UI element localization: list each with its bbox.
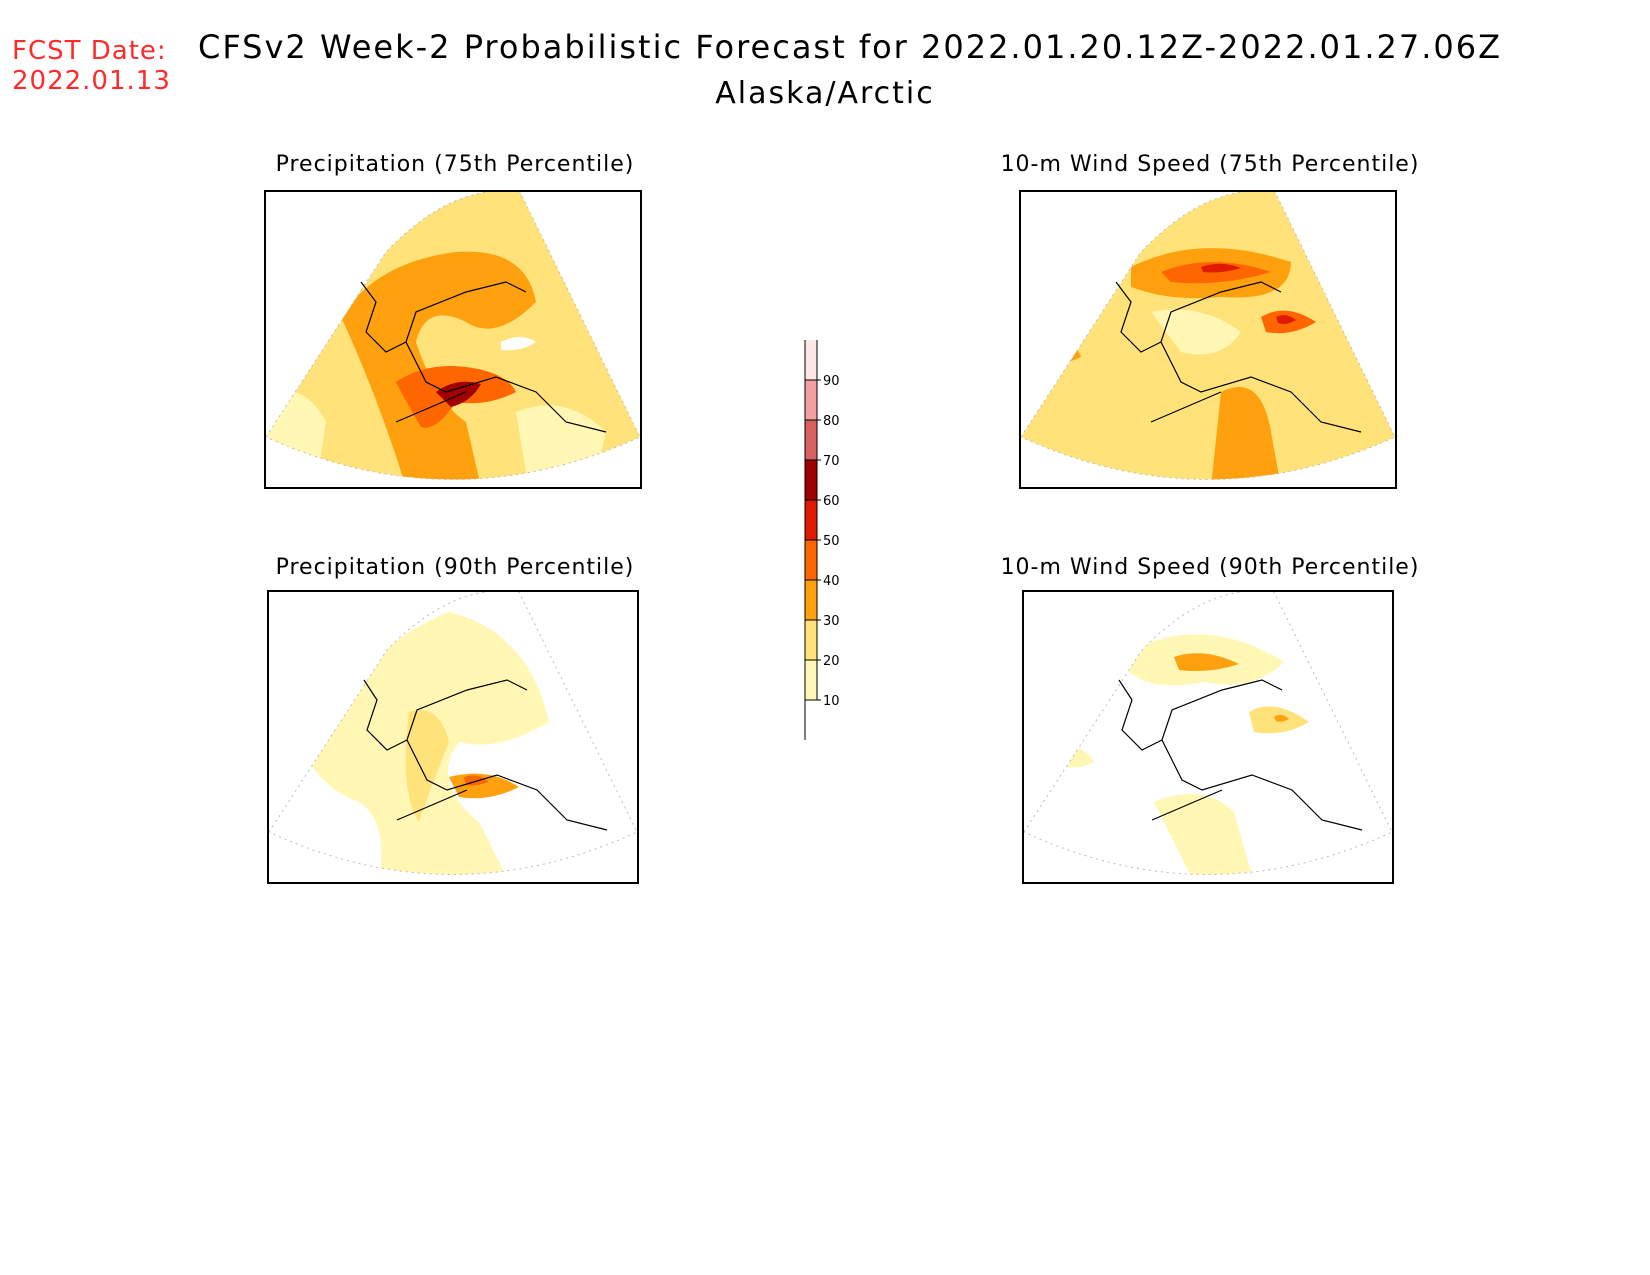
colorbar-label-60: 60	[823, 494, 840, 509]
panel-title-precip90: Precipitation (90th Percentile)	[275, 555, 635, 580]
colorbar: 10 20 30 40 50 60 70 80 90	[800, 330, 870, 754]
colorbar-label-40: 40	[823, 574, 840, 589]
colorbar-segment-40	[805, 540, 817, 580]
colorbar-label-20: 20	[823, 654, 840, 669]
colorbar-segment-10	[805, 660, 817, 700]
map-wind75	[1019, 190, 1397, 489]
colorbar-label-30: 30	[823, 614, 840, 629]
colorbar-segment-90	[805, 340, 817, 380]
colorbar-label-90: 90	[823, 374, 840, 389]
page-title: CFSv2 Week-2 Probabilistic Forecast for …	[197, 28, 1503, 66]
colorbar-svg: 10 20 30 40 50 60 70 80 90	[804, 340, 840, 740]
map-wind90	[1022, 590, 1394, 884]
colorbar-segment-70	[805, 420, 817, 460]
panel-title-precip75: Precipitation (75th Percentile)	[275, 152, 635, 177]
colorbar-segment-60	[805, 460, 817, 500]
colorbar-label-80: 80	[823, 414, 840, 429]
panel-title-wind75: 10-m Wind Speed (75th Percentile)	[1000, 152, 1420, 177]
forecast-date-label: FCST Date: 2022.01.13	[12, 36, 171, 96]
region-subtitle: Alaska/Arctic	[715, 76, 935, 111]
colorbar-segment-80	[805, 380, 817, 420]
colorbar-label-70: 70	[823, 454, 840, 469]
colorbar-segment-50	[805, 500, 817, 540]
panel-title-wind90: 10-m Wind Speed (90th Percentile)	[1000, 555, 1420, 580]
colorbar-label-50: 50	[823, 534, 840, 549]
colorbar-segment-20	[805, 620, 817, 660]
map-precip75	[264, 190, 642, 489]
fcst-label: FCST Date:	[12, 36, 167, 66]
fcst-date: 2022.01.13	[12, 66, 171, 96]
map-precip90	[267, 590, 639, 884]
colorbar-label-10: 10	[823, 694, 840, 709]
colorbar-segment-30	[805, 580, 817, 620]
